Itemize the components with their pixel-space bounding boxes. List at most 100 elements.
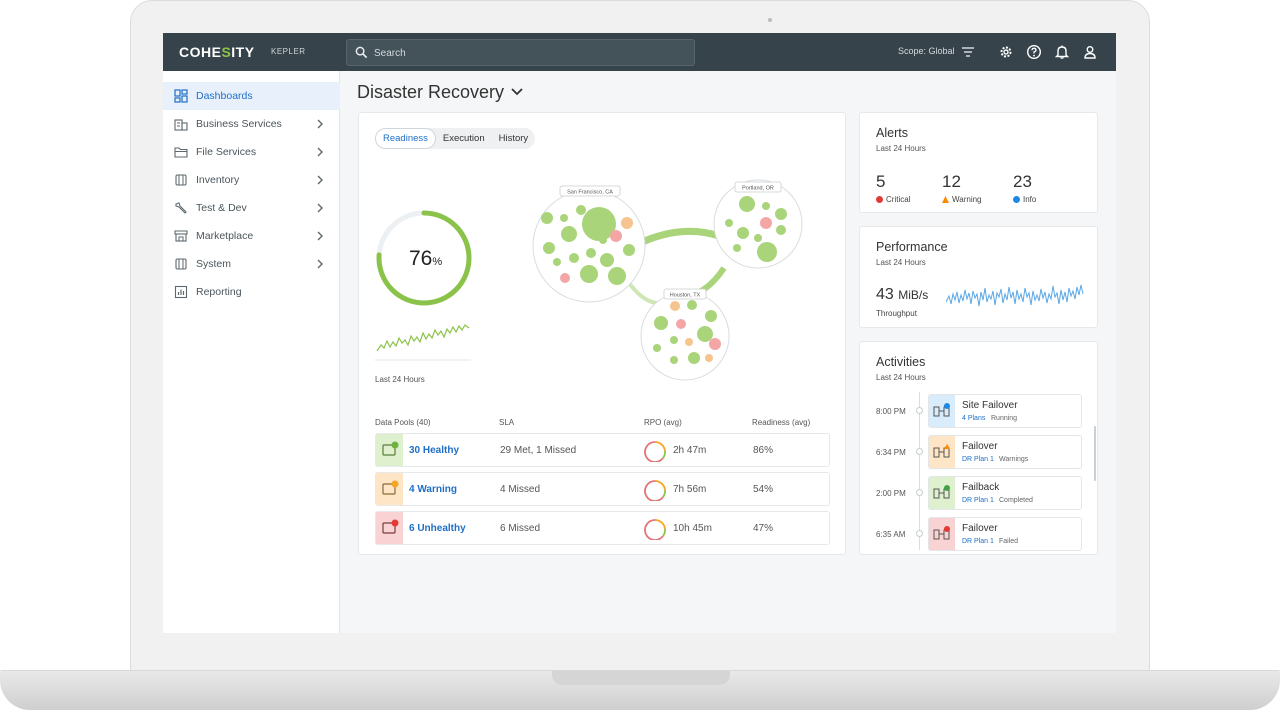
performance-card[interactable]: Performance Last 24 Hours 43 MiB/s Throu… [859, 226, 1098, 328]
cohesity-logo[interactable]: COHESITY [179, 44, 255, 60]
timeline-dot [916, 448, 923, 455]
failover-icon [929, 518, 955, 550]
chevron-down-icon[interactable] [510, 87, 524, 97]
sla-value: 6 Missed [500, 523, 541, 534]
rpo-gauge-icon [644, 519, 666, 540]
search-box[interactable] [346, 39, 695, 66]
sidebar-item-label: Test & Dev [196, 202, 247, 214]
warning-icon [942, 196, 949, 203]
warning-count: 12 [942, 172, 961, 191]
column-header-rpo: RPO (avg) [644, 418, 682, 427]
readiness-value: 47% [753, 523, 774, 534]
activity-time: 6:35 AM [876, 530, 906, 539]
activity-plan-link[interactable]: DR Plan 1 [962, 456, 994, 463]
info-icon [1013, 196, 1020, 203]
performance-title: Performance [876, 240, 948, 254]
timeline-dot [916, 530, 923, 537]
tab-execution[interactable]: Execution [442, 133, 485, 144]
column-header-pools: Data Pools (40) [375, 418, 431, 427]
info-label: Info [1013, 195, 1036, 204]
table-row[interactable]: 6 Unhealthy 6 Missed 10h 45m 47% [375, 511, 830, 545]
activity-item[interactable]: Failback DR Plan 1 Completed [928, 476, 1082, 510]
readiness-value: 86% [753, 445, 774, 456]
tab-readiness[interactable]: Readiness [375, 128, 436, 149]
scope-selector[interactable]: Scope: Global [898, 46, 955, 56]
sidebar-item-dashboards[interactable]: Dashboards [163, 82, 340, 110]
activity-item[interactable]: Failover DR Plan 1 Failed [928, 517, 1082, 551]
chevron-right-icon [317, 231, 323, 241]
throughput-sparkline [946, 284, 1084, 307]
activity-plan-link[interactable]: 4 Plans [962, 415, 986, 422]
chevron-right-icon [317, 259, 323, 269]
alerts-card[interactable]: Alerts Last 24 Hours 5 Critical 12 Warni… [859, 112, 1098, 213]
timeline-dot [916, 407, 923, 414]
sidebar-item-system[interactable]: System [163, 250, 340, 278]
activity-status: Failed [999, 538, 1019, 545]
throughput-label: Throughput [876, 309, 917, 318]
sidebar: Dashboards Business Services File Servic… [163, 71, 340, 633]
report-icon [174, 285, 188, 299]
sidebar-item-label: Business Services [196, 118, 282, 130]
sidebar-item-label: Reporting [196, 286, 242, 298]
activity-item[interactable]: Failover DR Plan 1 Warnings [928, 435, 1082, 469]
sidebar-item-label: Marketplace [196, 230, 254, 242]
activities-scrollbar[interactable] [1094, 426, 1096, 481]
site-houston-bubbles [653, 300, 721, 364]
help-icon[interactable] [1026, 44, 1042, 60]
rpo-gauge-icon [644, 441, 666, 462]
chevron-right-icon [317, 175, 323, 185]
filter-icon[interactable] [960, 44, 976, 60]
app-screen: COHESITY KEPLER Scope: Global Dashboards… [163, 33, 1116, 633]
user-icon[interactable] [1082, 44, 1098, 60]
laptop-base [0, 670, 1280, 710]
activity-status: Completed [999, 497, 1033, 504]
view-tabs: Readiness Execution History [375, 128, 536, 149]
failover-icon [929, 395, 955, 427]
sidebar-item-label: System [196, 258, 232, 270]
activities-title: Activities [876, 355, 926, 369]
activity-status: Warnings [999, 456, 1029, 463]
readiness-ring-fill [376, 210, 472, 306]
pool-status-link[interactable]: 4 Warning [409, 484, 457, 495]
gear-icon[interactable] [998, 44, 1014, 60]
table-row[interactable]: 4 Warning 4 Missed 7h 56m 54% [375, 472, 830, 506]
activity-name: Failback [962, 482, 1000, 493]
activity-time: 2:00 PM [876, 489, 906, 498]
site-label-portland: Portland, OR [742, 186, 774, 192]
sidebar-item-marketplace[interactable]: Marketplace [163, 222, 340, 250]
pool-status-link[interactable]: 6 Unhealthy [409, 523, 466, 534]
sidebar-item-inventory[interactable]: Inventory [163, 166, 340, 194]
activity-plan-link[interactable]: DR Plan 1 [962, 497, 994, 504]
timeline-dot [916, 489, 923, 496]
search-input[interactable] [374, 44, 674, 62]
sla-value: 29 Met, 1 Missed [500, 445, 577, 456]
dashboard-icon [174, 89, 188, 103]
top-bar: COHESITY KEPLER Scope: Global [163, 33, 1116, 71]
pool-status-link[interactable]: 30 Healthy [409, 445, 460, 456]
sidebar-item-file-services[interactable]: File Services [163, 138, 340, 166]
readiness-period: Last 24 Hours [375, 375, 425, 384]
activity-status: Running [991, 415, 1018, 422]
failback-icon [929, 477, 955, 509]
column-header-sla: SLA [499, 418, 515, 427]
bell-icon[interactable] [1054, 44, 1070, 60]
rpo-value: 7h 56m [673, 484, 707, 495]
chevron-right-icon [317, 147, 323, 157]
sidebar-item-test-dev[interactable]: Test & Dev [163, 194, 340, 222]
activity-item[interactable]: Site Failover 4 Plans Running [928, 394, 1082, 428]
product-name: KEPLER [271, 47, 306, 56]
tab-history[interactable]: History [498, 133, 529, 144]
activity-timeline [919, 392, 920, 550]
chevron-right-icon [317, 203, 323, 213]
table-row[interactable]: 30 Healthy 29 Met, 1 Missed 2h 47m 86% [375, 433, 830, 467]
wrench-icon [175, 202, 187, 214]
warning-pool-icon [376, 473, 403, 505]
activities-card: Activities Last 24 Hours 8:00 PM Site Fa… [859, 341, 1098, 555]
rpo-gauge-icon [644, 480, 666, 501]
activities-period: Last 24 Hours [876, 373, 926, 382]
sidebar-item-reporting[interactable]: Reporting [163, 278, 340, 306]
activity-plan-link[interactable]: DR Plan 1 [962, 538, 994, 545]
sidebar-item-business-services[interactable]: Business Services [163, 110, 340, 138]
performance-period: Last 24 Hours [876, 258, 926, 267]
camera [768, 18, 772, 22]
